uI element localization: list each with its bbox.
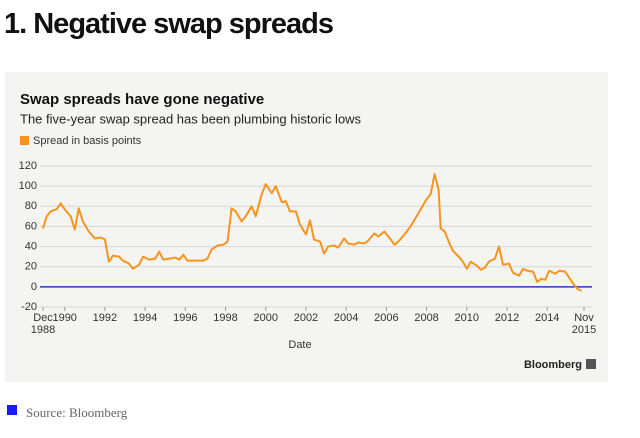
y-tick-label: 0 bbox=[31, 281, 37, 293]
x-tick-label: Dec 1988 bbox=[30, 312, 56, 336]
x-tick-label: 2006 bbox=[374, 312, 399, 324]
y-tick-label: 60 bbox=[25, 220, 37, 232]
x-tick-label: 2002 bbox=[293, 312, 319, 324]
credit-icon bbox=[586, 359, 596, 369]
y-tick-label: 80 bbox=[25, 200, 37, 212]
heading: 1. Negative swap spreads bbox=[4, 8, 334, 40]
legend-swatch bbox=[20, 136, 29, 145]
y-tick-label: -20 bbox=[21, 301, 37, 313]
y-tick-label: 120 bbox=[19, 160, 37, 172]
x-tick-label: 2008 bbox=[414, 312, 439, 324]
x-tick-label: 2000 bbox=[253, 312, 278, 324]
x-tick-label: 1996 bbox=[173, 312, 198, 324]
y-tick-label: 40 bbox=[25, 240, 37, 252]
x-tick-label: Nov 2015 bbox=[571, 312, 597, 336]
y-tick-label: 100 bbox=[19, 180, 37, 192]
source: Source: Bloomberg bbox=[26, 405, 128, 420]
source-marker bbox=[7, 405, 17, 415]
x-tick-label: 1994 bbox=[132, 312, 158, 324]
legend-label: Spread in basis points bbox=[33, 135, 142, 147]
x-tick-label: 1990 bbox=[52, 312, 77, 324]
chart-subtitle: The five-year swap spread has been plumb… bbox=[20, 111, 362, 126]
x-tick-label: 1992 bbox=[92, 312, 118, 324]
x-tick-label: 2012 bbox=[494, 312, 520, 324]
x-tick-label: 2004 bbox=[333, 312, 359, 324]
credit: Bloomberg bbox=[524, 359, 582, 371]
series-line bbox=[42, 173, 582, 292]
chart-title: Swap spreads have gone negative bbox=[20, 91, 264, 108]
x-tick-label: 2014 bbox=[534, 312, 560, 324]
chart-panel bbox=[5, 72, 608, 382]
x-tick-label: 1998 bbox=[213, 312, 238, 324]
x-axis-label: Date bbox=[288, 339, 311, 351]
y-tick-label: 20 bbox=[25, 261, 37, 273]
x-tick-label: 2010 bbox=[454, 312, 480, 324]
